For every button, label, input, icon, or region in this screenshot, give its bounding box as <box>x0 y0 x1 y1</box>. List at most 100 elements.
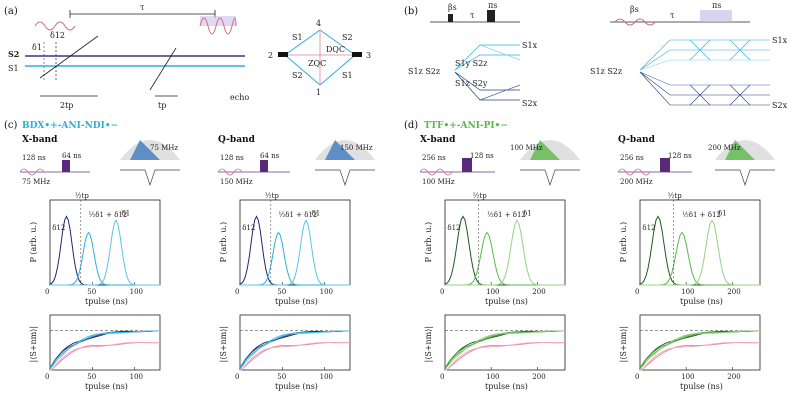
p-curve-2 <box>445 219 565 286</box>
x-axis-label: tpulse (ns) <box>485 382 528 391</box>
svg-text:S1y S2z: S1y S2z <box>455 59 487 68</box>
x-tick-label: 200 <box>727 288 740 296</box>
svg-text:64 ns: 64 ns <box>260 152 280 160</box>
s-curve-1 <box>49 330 160 369</box>
y-axis-label: |⟨S+nm⟩| <box>219 326 228 363</box>
s-curve-4 <box>444 342 565 371</box>
d1-label: δ1 <box>718 209 727 217</box>
svg-text:200 MHz: 200 MHz <box>708 144 741 152</box>
x-tick-label: 50 <box>277 288 286 296</box>
x-tick-label: 50 <box>277 373 286 381</box>
svg-text:πs: πs <box>488 1 497 10</box>
two-tp-label: 2tp <box>60 101 73 110</box>
half-tp-label: ½tp <box>668 192 683 200</box>
x-tick-label: 0 <box>440 288 444 296</box>
d-xband: X-band <box>420 135 456 145</box>
svg-text:200 MHz: 200 MHz <box>620 178 653 186</box>
x-tick-label: 0 <box>635 288 639 296</box>
x-axis-label: tpulse (ns) <box>680 382 723 391</box>
s-curve-3 <box>49 330 160 370</box>
sum-label: ½δ1 + δ12 <box>279 211 318 219</box>
svg-text:128 ns: 128 ns <box>22 154 46 162</box>
y-axis-label: P (arb. u.) <box>219 222 228 263</box>
c-xband: X-band <box>22 135 58 145</box>
c-qband: Q-band <box>218 135 256 145</box>
y-axis-label: P (arb. u.) <box>29 222 38 263</box>
s-curve-5 <box>49 342 160 371</box>
half-tp-label: ½tp <box>473 192 488 200</box>
x-tick-label: 0 <box>235 373 239 381</box>
svg-text:βs: βs <box>448 3 457 12</box>
x-tick-label: 0 <box>440 373 444 381</box>
s-curve-3 <box>239 330 350 370</box>
svg-text:πs: πs <box>712 1 721 10</box>
s-curve-2 <box>639 330 760 369</box>
b-s1z-s2z-1: S1z S2z <box>408 67 440 76</box>
panel-b-tree-ideal <box>454 44 521 101</box>
x-tick-label: 100 <box>681 373 694 381</box>
plot-d-x-P: 0 100 200 tpulse (ns) P (arb. u.) ½tp δ12 ½δ1 +… <box>424 192 566 306</box>
s-curve-5 <box>639 342 760 371</box>
panel-d-title: TTF•+-ANI-PI•− <box>424 121 508 131</box>
panel-b-sequence-chirp: βs τ πs <box>610 1 750 26</box>
panel-b-label: (b) <box>404 6 418 17</box>
s-curve-1 <box>239 330 350 369</box>
x-tick-label: 200 <box>532 288 545 296</box>
s-curve-3 <box>639 330 760 370</box>
y-axis-label: |⟨S+nm⟩| <box>29 326 38 363</box>
svg-text:128 ns: 128 ns <box>668 152 692 160</box>
s-curve-2 <box>444 330 565 369</box>
pulse-a2 <box>199 17 237 35</box>
svg-text:128 ns: 128 ns <box>470 152 494 160</box>
plot-d-q-S: 0 100 200 tpulse (ns) |⟨S+nm⟩| <box>619 314 761 391</box>
s-curve-2 <box>49 330 160 369</box>
x-tick-label: 100 <box>320 373 333 381</box>
d1-label: δ1 <box>523 209 532 217</box>
panel-b-tree-chirp <box>639 39 770 106</box>
plot-d-x-S: 0 100 200 tpulse (ns) |⟨S+nm⟩| <box>424 314 566 391</box>
b-s1z-s2z-2: S1z S2z <box>590 67 622 76</box>
d12-label: δ12 <box>242 224 255 232</box>
tau-label: τ <box>140 3 145 12</box>
delta12-label: δ12 <box>50 31 65 40</box>
d12-label: δ12 <box>447 224 460 232</box>
svg-text:τ: τ <box>670 11 675 20</box>
panel-d-label: (d) <box>404 120 418 131</box>
half-tp-label: ½tp <box>265 192 280 200</box>
tp-label: tp <box>158 101 166 110</box>
sum-label: ½δ1 + δ12 <box>682 211 721 219</box>
d12-label: δ12 <box>52 224 65 232</box>
svg-text:S1x: S1x <box>522 41 538 50</box>
svg-text:ZQC: ZQC <box>308 59 326 68</box>
delta1-label: δ1 <box>32 43 42 52</box>
svg-text:S1z S2y: S1z S2y <box>455 79 488 88</box>
y-axis-label: P (arb. u.) <box>424 222 433 263</box>
d12-label: δ12 <box>642 224 655 232</box>
y-axis-label: |⟨S+nm⟩| <box>424 326 433 363</box>
x-axis-label: tpulse (ns) <box>85 297 128 306</box>
d-qband: Q-band <box>618 135 656 145</box>
svg-text:128 ns: 128 ns <box>220 154 244 162</box>
svg-text:1: 1 <box>316 88 321 97</box>
x-tick-label: 50 <box>87 288 96 296</box>
svg-text:150 MHz: 150 MHz <box>340 144 373 152</box>
svg-text:S2: S2 <box>342 33 353 42</box>
x-axis-label: tpulse (ns) <box>85 382 128 391</box>
x-tick-label: 100 <box>130 288 143 296</box>
svg-text:βs: βs <box>630 5 639 14</box>
x-tick-label: 100 <box>486 373 499 381</box>
sum-label: ½δ1 + δ12 <box>89 211 128 219</box>
pulse-a1 <box>34 21 76 31</box>
s-curve-1 <box>444 330 565 369</box>
p-curve-2 <box>50 219 160 286</box>
s-curve-1 <box>639 330 760 369</box>
panel-a-label: (a) <box>4 6 18 17</box>
p-curve-2 <box>640 219 760 286</box>
panel-c-label: (c) <box>4 120 18 131</box>
d1-label: δ1 <box>312 209 321 217</box>
svg-text:100 MHz: 100 MHz <box>422 178 455 186</box>
svg-text:256 ns: 256 ns <box>620 154 644 162</box>
s-curve-4 <box>49 342 160 371</box>
